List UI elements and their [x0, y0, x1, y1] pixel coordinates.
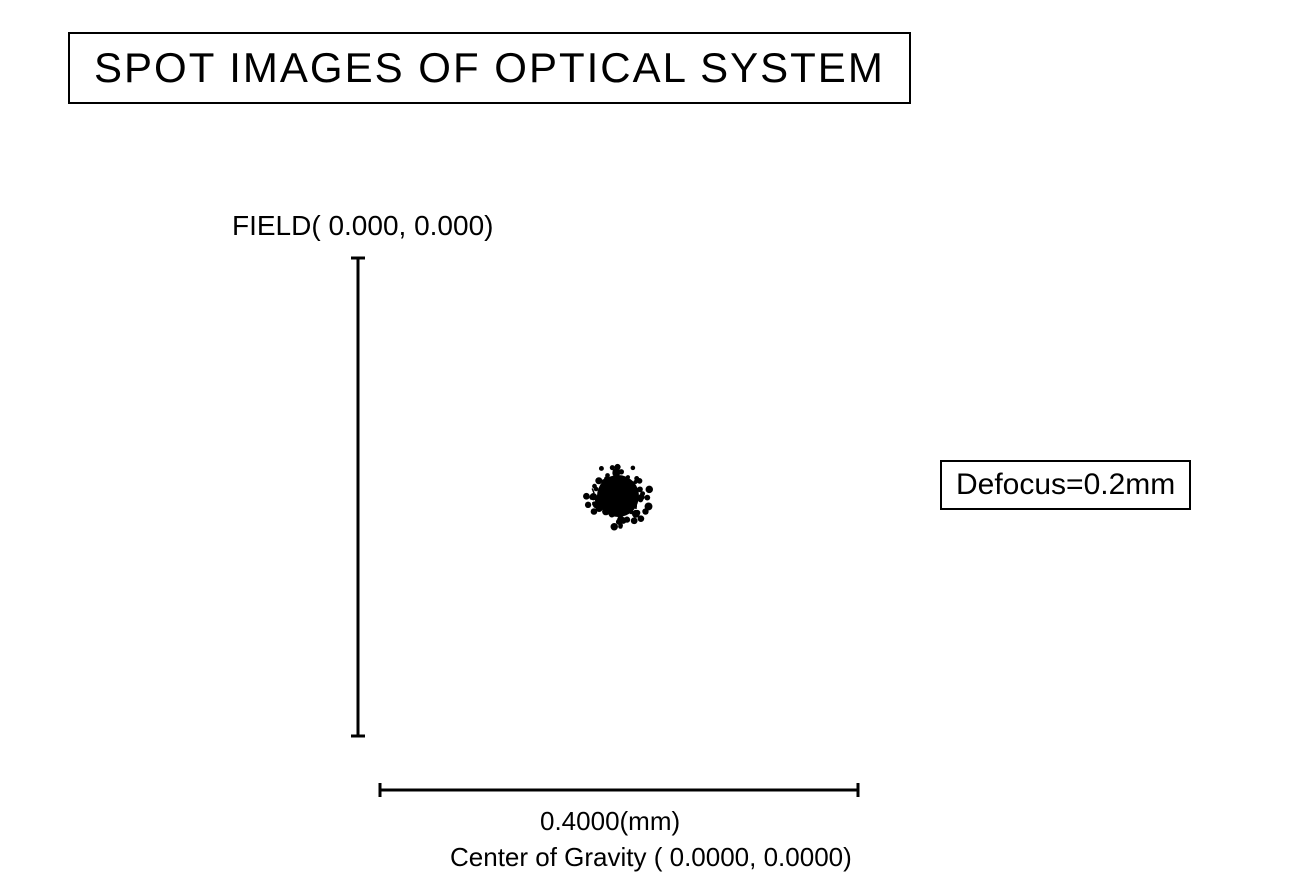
spot-diagram-svg — [0, 0, 1309, 887]
spot-cluster — [583, 464, 653, 531]
axes — [351, 258, 858, 797]
